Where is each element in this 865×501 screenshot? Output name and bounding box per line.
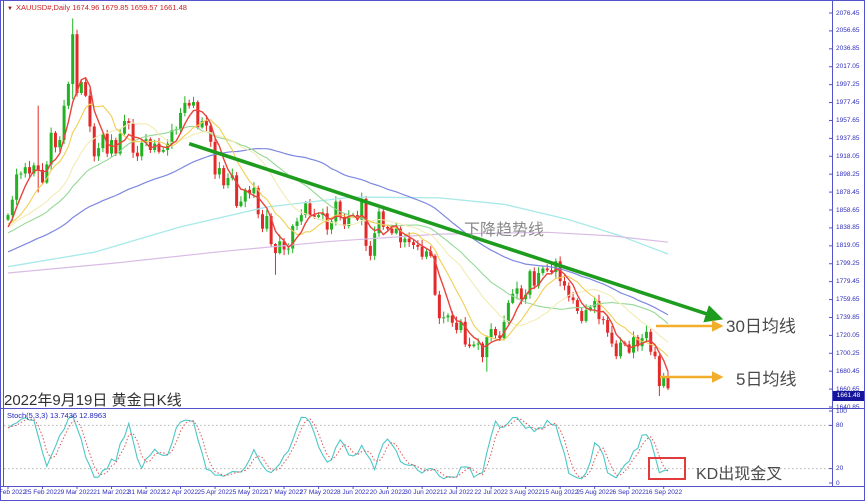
price-tick-label: 1977.45 xyxy=(836,99,860,107)
price-tick-label: 2017.05 xyxy=(836,63,860,71)
date-tick-label: 20 Jun 2022 xyxy=(369,489,406,496)
date-tick-label: 5 May 2022 xyxy=(232,489,267,496)
stoch-scale-label: 20 xyxy=(836,465,844,473)
price-tick-label: 1680.45 xyxy=(836,367,860,375)
date-tick-label: 27 May 2022 xyxy=(299,489,338,496)
date-tick-label: 3 Aug 2022 xyxy=(509,489,543,496)
stoch-k-line xyxy=(7,415,669,480)
date-tick-label: 25 Aug 2022 xyxy=(576,489,613,496)
price-tick-label: 1858.65 xyxy=(836,206,860,214)
price-tick-label: 1918.05 xyxy=(836,152,860,160)
date-tick-label: 9 Mar 2022 xyxy=(60,489,94,496)
price-tick-label: 2036.85 xyxy=(836,45,860,53)
date-tick-label: 17 May 2022 xyxy=(265,489,303,496)
stoch-scale-label: 100 xyxy=(836,407,847,415)
ma-long-cyan-line xyxy=(7,196,669,268)
date-tick-label: 12 Jul 2022 xyxy=(439,489,474,496)
price-tick-label: 1660.65 xyxy=(836,385,860,393)
date-tick-label: 16 Sep 2022 xyxy=(645,489,683,496)
price-tick-label: 1720.05 xyxy=(836,331,860,339)
date-tick-label: 25 Feb 2022 xyxy=(24,489,61,496)
stoch-scale-label: 0 xyxy=(836,479,840,487)
stoch-scale-label: 80 xyxy=(836,421,844,429)
stochastic-indicator-label: Stoch(5,3,3) 13.7436 12.8963 xyxy=(7,411,107,420)
date-tick-label: 22 Jul 2022 xyxy=(474,489,508,496)
date-tick-label: 30 Jun 2022 xyxy=(404,489,440,496)
annotation-ma5: 5日均线 xyxy=(736,370,797,389)
annotation-ma30: 30日均线 xyxy=(726,317,796,336)
date-tick-label: 25 Apr 2022 xyxy=(197,489,233,496)
price-tick-label: 1799.25 xyxy=(836,260,860,268)
date-tick-label: 8 Jun 2022 xyxy=(337,489,370,496)
annotation-downtrend-line: 下降趋势线 xyxy=(464,222,545,239)
ma-10-line xyxy=(7,103,669,357)
symbol-ohlc-text: XAUUSD#,Daily 1674.96 1679.85 1659.57 16… xyxy=(15,3,187,12)
kd-highlight-rectangle xyxy=(648,457,686,480)
date-tick-label: 15 Aug 2022 xyxy=(541,489,579,496)
date-tick-label: 31 Mar 2022 xyxy=(127,489,165,496)
ma-60-line xyxy=(7,147,669,316)
price-tick-label: 1838.85 xyxy=(836,224,860,232)
date-tick-label: 15 Feb 2022 xyxy=(0,489,27,496)
price-tick-label: 2056.65 xyxy=(836,27,860,35)
price-tick-label: 1957.65 xyxy=(836,116,860,124)
current-price-badge: 1661.48 xyxy=(833,391,864,401)
price-tick-label: 1997.25 xyxy=(836,81,860,89)
price-tick-label: 1779.45 xyxy=(836,278,860,286)
symbol-title-bar: ▼ XAUUSD#,Daily 1674.96 1679.85 1659.57 1… xyxy=(7,3,187,12)
price-tick-label: 1878.45 xyxy=(836,188,860,196)
date-tick-label: 6 Sep 2022 xyxy=(612,489,646,496)
candlestick-series xyxy=(6,18,670,397)
price-tick-label: 1819.05 xyxy=(836,242,860,250)
stoch-gridlines xyxy=(4,424,831,470)
ma-5-line xyxy=(7,76,669,372)
price-tick-label: 1700.25 xyxy=(836,349,860,357)
downtrend-line[interactable] xyxy=(188,141,724,323)
date-tick-label: 12 Apr 2022 xyxy=(163,489,199,496)
price-tick-label: 1640.85 xyxy=(836,403,860,411)
price-tick-label: 1759.65 xyxy=(836,296,860,304)
price-tick-label: 1898.25 xyxy=(836,170,860,178)
annotation-kd-golden-cross: KD出现金叉 xyxy=(696,466,783,483)
ma-long-lavender-line xyxy=(7,231,669,274)
stoch-d-line xyxy=(7,418,669,479)
collapse-triangle-icon[interactable]: ▼ xyxy=(7,6,13,12)
price-tick-label: 2076.45 xyxy=(836,9,860,17)
price-tick-label: 1739.85 xyxy=(836,313,860,321)
date-tick-label: 21 Mar 2022 xyxy=(93,489,130,496)
chart-date-caption: 2022年9月19日 黄金日K线 xyxy=(4,392,182,409)
price-tick-label: 1937.85 xyxy=(836,134,860,142)
ma-30-line xyxy=(7,125,669,325)
